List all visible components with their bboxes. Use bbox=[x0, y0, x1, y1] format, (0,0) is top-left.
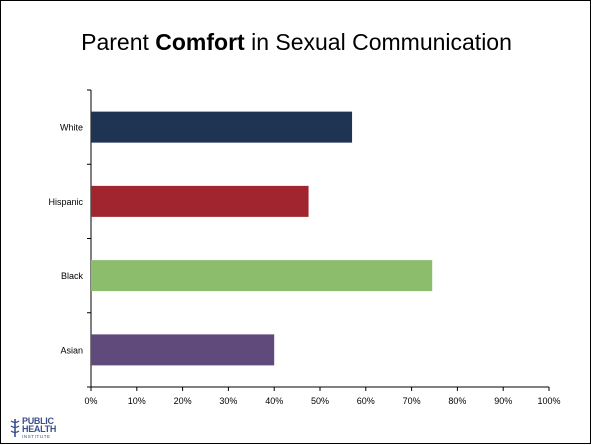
public-health-institute-logo: PUBLIC HEALTH INSTITUTE bbox=[9, 416, 71, 440]
x-tick-label: 80% bbox=[448, 396, 466, 406]
logo-line-1: PUBLIC bbox=[22, 416, 54, 426]
x-tick-label: 60% bbox=[357, 396, 375, 406]
x-tick-label: 90% bbox=[494, 396, 512, 406]
logo-line-2: HEALTH bbox=[22, 424, 57, 434]
chart-title: Parent Comfort in Sexual Communication bbox=[1, 29, 591, 56]
x-tick-label: 40% bbox=[265, 396, 283, 406]
logo-line-3: INSTITUTE bbox=[22, 434, 51, 439]
x-tick-label: 50% bbox=[311, 396, 329, 406]
title-emphasis: Comfort bbox=[155, 29, 245, 55]
bar-white bbox=[91, 111, 353, 143]
x-tick-label: 100% bbox=[537, 396, 560, 406]
x-tick-label: 0% bbox=[84, 396, 97, 406]
title-suffix: in Sexual Communication bbox=[244, 29, 512, 55]
caduceus-icon bbox=[10, 419, 20, 437]
x-tick-label: 20% bbox=[174, 396, 192, 406]
x-tick-label: 70% bbox=[403, 396, 421, 406]
x-tick-label: 10% bbox=[128, 396, 146, 406]
bar-black bbox=[91, 260, 433, 292]
bar-asian bbox=[91, 334, 275, 366]
category-label-asian: Asian bbox=[60, 345, 83, 355]
x-tick-label: 30% bbox=[219, 396, 237, 406]
title-prefix: Parent bbox=[81, 29, 156, 55]
category-label-white: White bbox=[60, 123, 83, 133]
bar-hispanic bbox=[91, 185, 309, 217]
category-label-black: Black bbox=[61, 271, 84, 281]
category-label-hispanic: Hispanic bbox=[48, 197, 83, 207]
